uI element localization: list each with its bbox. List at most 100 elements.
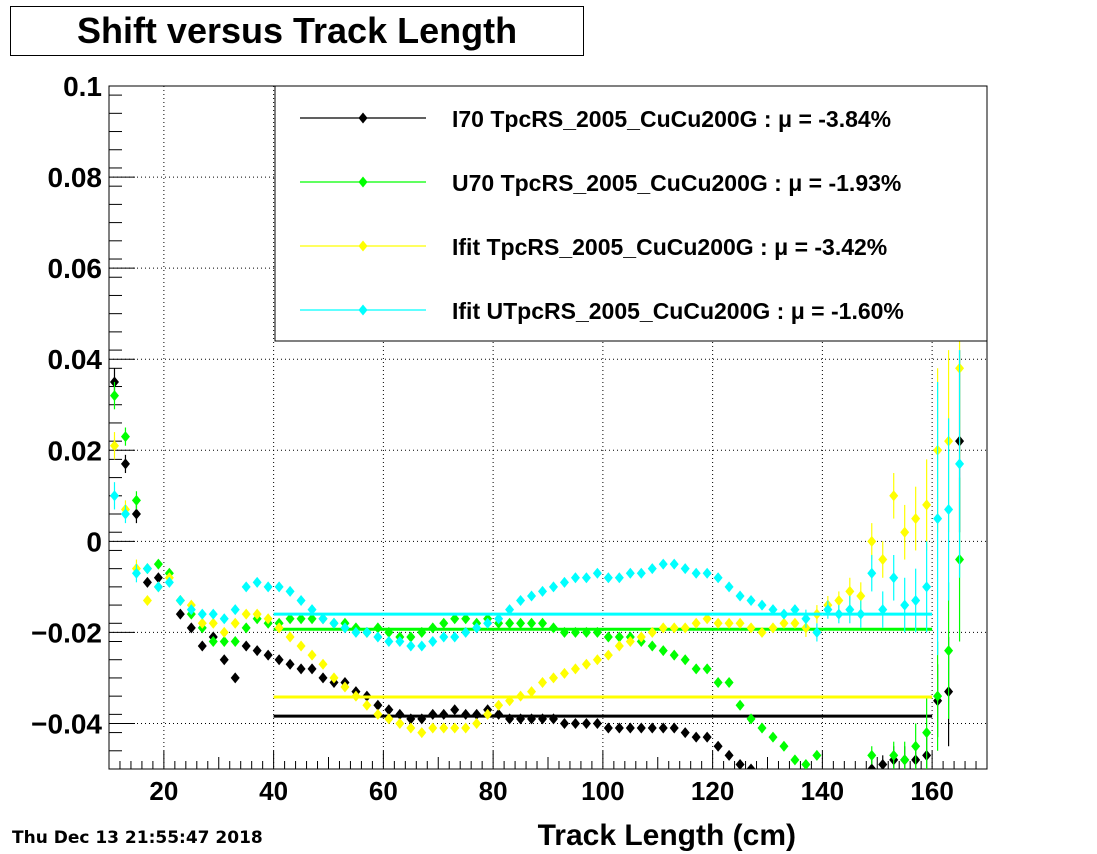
data-point: [142, 576, 152, 588]
data-point: [702, 613, 712, 625]
data-point: [581, 572, 591, 584]
data-point: [592, 717, 602, 729]
x-tick-labels: 20 40 60 80 100 120 140 160: [149, 776, 953, 806]
data-point: [175, 595, 185, 607]
data-point: [527, 590, 537, 602]
legend-marker: [358, 240, 368, 252]
data-point: [570, 663, 580, 675]
data-point: [559, 576, 569, 588]
data-point: [636, 722, 646, 734]
data-point: [362, 626, 372, 638]
data-point: [252, 576, 262, 588]
data-point: [241, 581, 251, 593]
data-point: [318, 613, 328, 625]
x-tick-label: 160: [910, 776, 953, 806]
data-point: [505, 695, 515, 707]
data-point: [680, 563, 690, 575]
data-point: [461, 722, 471, 734]
data-point: [735, 617, 745, 629]
data-point: [845, 786, 854, 797]
data-point: [197, 617, 207, 629]
data-point: [592, 626, 602, 638]
data-point: [417, 727, 427, 739]
data-point: [911, 595, 921, 607]
legend-marker: [358, 304, 368, 316]
y-tick-label: 0: [86, 526, 102, 557]
data-point: [252, 645, 262, 657]
data-point: [702, 663, 712, 675]
data-point: [625, 636, 635, 648]
data-point: [779, 608, 789, 620]
data-point: [724, 676, 734, 688]
data-point: [219, 636, 229, 648]
data-point: [483, 708, 493, 720]
data-point: [252, 608, 262, 620]
data-layer: [109, 268, 965, 797]
data-point: [735, 699, 745, 711]
data-point: [746, 713, 756, 725]
data-point: [658, 558, 668, 570]
data-point: [516, 595, 526, 607]
data-point: [384, 704, 394, 716]
data-point: [548, 713, 558, 725]
data-point: [845, 604, 855, 616]
data-point: [131, 508, 141, 520]
data-point: [439, 617, 449, 629]
data-point: [285, 658, 295, 670]
data-point: [109, 490, 119, 502]
data-point: [296, 640, 306, 652]
data-point: [581, 717, 591, 729]
data-point: [494, 613, 504, 625]
data-point: [505, 713, 515, 725]
data-point: [175, 608, 185, 620]
data-point: [922, 499, 932, 511]
data-point: [768, 604, 778, 616]
x-tick-label: 80: [479, 776, 508, 806]
data-point: [472, 717, 482, 729]
data-point: [131, 494, 141, 506]
data-point: [790, 604, 800, 616]
data-point: [208, 608, 218, 620]
data-point: [933, 690, 943, 702]
data-point: [900, 526, 910, 538]
data-point: [757, 599, 767, 611]
y-tick-label: −0.02: [31, 617, 102, 648]
x-tick-label: 120: [691, 776, 734, 806]
data-point: [153, 581, 163, 593]
data-point: [373, 699, 383, 711]
data-point: [581, 626, 591, 638]
data-point: [757, 626, 767, 638]
data-point: [219, 613, 229, 625]
data-point: [889, 572, 899, 584]
data-point: [570, 717, 580, 729]
data-point: [461, 626, 471, 638]
legend-box: [274, 85, 988, 342]
y-tick-label: 0.1: [63, 71, 102, 102]
data-point: [680, 727, 690, 739]
data-point: [845, 585, 855, 597]
data-point: [230, 636, 240, 648]
data-point: [823, 604, 833, 616]
data-point: [153, 572, 163, 584]
data-point: [120, 431, 130, 443]
data-point: [680, 622, 690, 634]
data-point: [527, 713, 537, 725]
data-point: [856, 590, 866, 602]
data-point: [922, 581, 932, 593]
data-point: [900, 599, 910, 611]
data-point: [900, 754, 910, 766]
data-point: [483, 617, 493, 629]
data-point: [307, 663, 317, 675]
data-point: [691, 663, 701, 675]
data-point: [713, 617, 723, 629]
data-point: [505, 604, 515, 616]
data-point: [516, 713, 526, 725]
legend-marker: [358, 112, 368, 124]
data-point: [878, 758, 888, 769]
data-point: [285, 585, 295, 597]
data-point: [548, 672, 558, 684]
data-point: [461, 613, 471, 625]
data-point: [559, 717, 569, 729]
data-point: [450, 722, 460, 734]
x-tick-label: 100: [581, 776, 624, 806]
